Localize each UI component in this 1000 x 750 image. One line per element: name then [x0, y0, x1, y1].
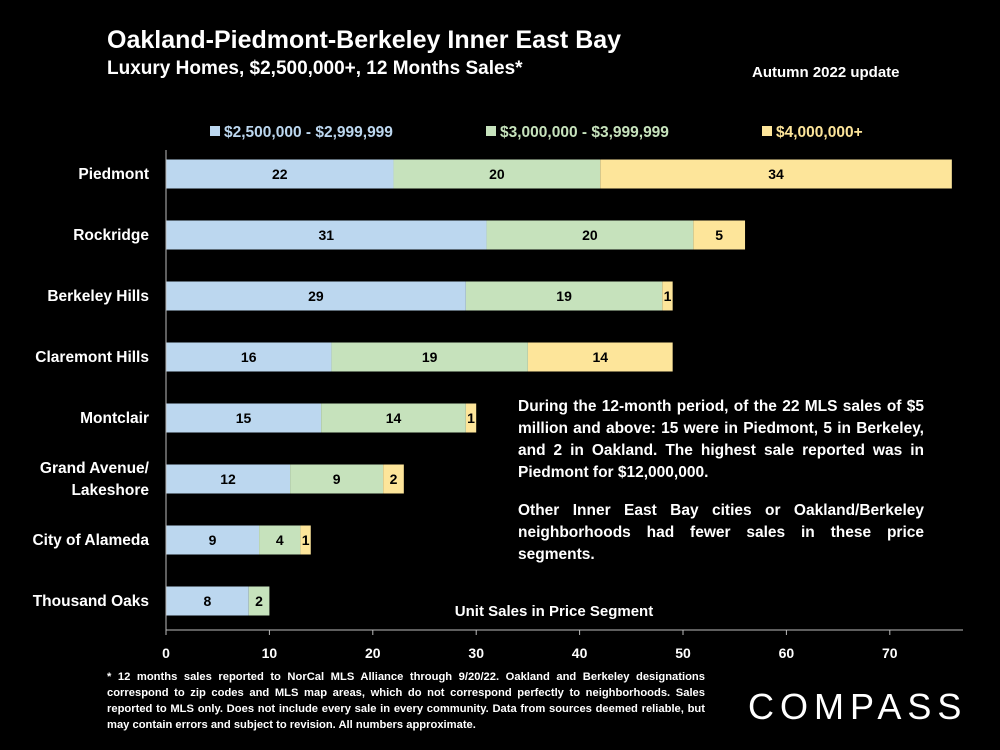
bar-segment: [321, 403, 466, 433]
bar-segment: [166, 586, 249, 616]
category-label: Claremont Hills: [35, 349, 149, 366]
bar-value-label: 1: [467, 410, 475, 426]
category-label: Rockridge: [73, 227, 149, 244]
category-label: Berkeley Hills: [47, 288, 149, 305]
bar-value-label: 20: [489, 166, 505, 182]
bar-value-label: 15: [236, 410, 252, 426]
category-label: City of Alameda: [32, 532, 149, 549]
bar-value-label: 5: [715, 227, 723, 243]
chart-annotation: During the 12-month period, of the 22 ML…: [518, 396, 924, 582]
bar-segment: [166, 220, 487, 250]
bar-segment: [166, 342, 332, 372]
bar-segment: [486, 220, 694, 250]
bar-segment: [331, 342, 528, 372]
bar-value-label: 14: [592, 349, 608, 365]
bar-segment: [166, 525, 260, 555]
bar-value-label: 16: [241, 349, 257, 365]
x-tick-label: 40: [572, 645, 588, 661]
bar-value-label: 19: [422, 349, 438, 365]
bar-value-label: 1: [302, 532, 310, 548]
category-label: Montclair: [80, 410, 149, 427]
x-tick-label: 10: [262, 645, 278, 661]
bar-value-label: 20: [582, 227, 598, 243]
bar-segment: [290, 464, 384, 494]
bar-value-label: 2: [255, 593, 263, 609]
category-label: Thousand Oaks: [33, 593, 149, 610]
legend-swatch-2: [762, 126, 772, 136]
legend-label-1: $3,000,000 - $3,999,999: [500, 124, 669, 141]
x-tick-label: 20: [365, 645, 381, 661]
legend-label-2: $4,000,000+: [776, 124, 863, 141]
chart-subtitle: Luxury Homes, $2,500,000+, 12 Months Sal…: [107, 58, 523, 79]
x-tick-label: 30: [468, 645, 484, 661]
bar-segment: [600, 159, 952, 189]
bar-segment: [166, 464, 291, 494]
legend-swatch-1: [486, 126, 496, 136]
chart-title: Oakland-Piedmont-Berkeley Inner East Bay: [107, 26, 622, 54]
x-tick-label: 0: [162, 645, 170, 661]
bar-segment: [166, 281, 466, 311]
bar-segment: [693, 220, 746, 250]
bar-segment: [166, 159, 394, 189]
bar-segment: [166, 403, 322, 433]
bar-segment: [465, 403, 477, 433]
bar-value-label: 9: [209, 532, 217, 548]
bar-value-label: 29: [308, 288, 324, 304]
x-tick-label: 70: [882, 645, 898, 661]
bar-value-label: 34: [768, 166, 784, 182]
x-tick-label: 50: [675, 645, 691, 661]
bar-segment: [300, 525, 311, 555]
compass-logo: COMPASS: [748, 686, 968, 727]
bar-segment: [527, 342, 673, 372]
category-label: Lakeshore: [71, 482, 149, 499]
x-tick-label: 60: [779, 645, 795, 661]
bar-value-label: 4: [276, 532, 284, 548]
bar-value-label: 14: [386, 410, 402, 426]
category-label: Grand Avenue/: [40, 460, 150, 477]
bar-segment: [248, 586, 270, 616]
bar-value-label: 19: [556, 288, 572, 304]
bar-value-label: 22: [272, 166, 288, 182]
bar-segment: [383, 464, 404, 494]
bar-segment: [662, 281, 673, 311]
annotation-paragraph-2: Other Inner East Bay cities or Oakland/B…: [518, 502, 924, 563]
bar-value-label: 12: [220, 471, 236, 487]
bar-value-label: 2: [390, 471, 398, 487]
bar-segment: [393, 159, 601, 189]
bar-segment: [465, 281, 663, 311]
x-axis-title: Unit Sales in Price Segment: [455, 603, 653, 620]
legend-label-0: $2,500,000 - $2,999,999: [224, 124, 393, 141]
annotation-paragraph-1: During the 12-month period, of the 22 ML…: [518, 398, 924, 481]
bar-value-label: 31: [318, 227, 334, 243]
update-label: Autumn 2022 update: [752, 64, 900, 81]
bar-value-label: 8: [203, 593, 211, 609]
bar-value-label: 1: [664, 288, 672, 304]
bar-value-label: 9: [333, 471, 341, 487]
footnote: * 12 months sales reported to NorCal MLS…: [107, 671, 705, 731]
bar-segment: [259, 525, 301, 555]
category-label: Piedmont: [78, 166, 149, 183]
legend-swatch-0: [210, 126, 220, 136]
